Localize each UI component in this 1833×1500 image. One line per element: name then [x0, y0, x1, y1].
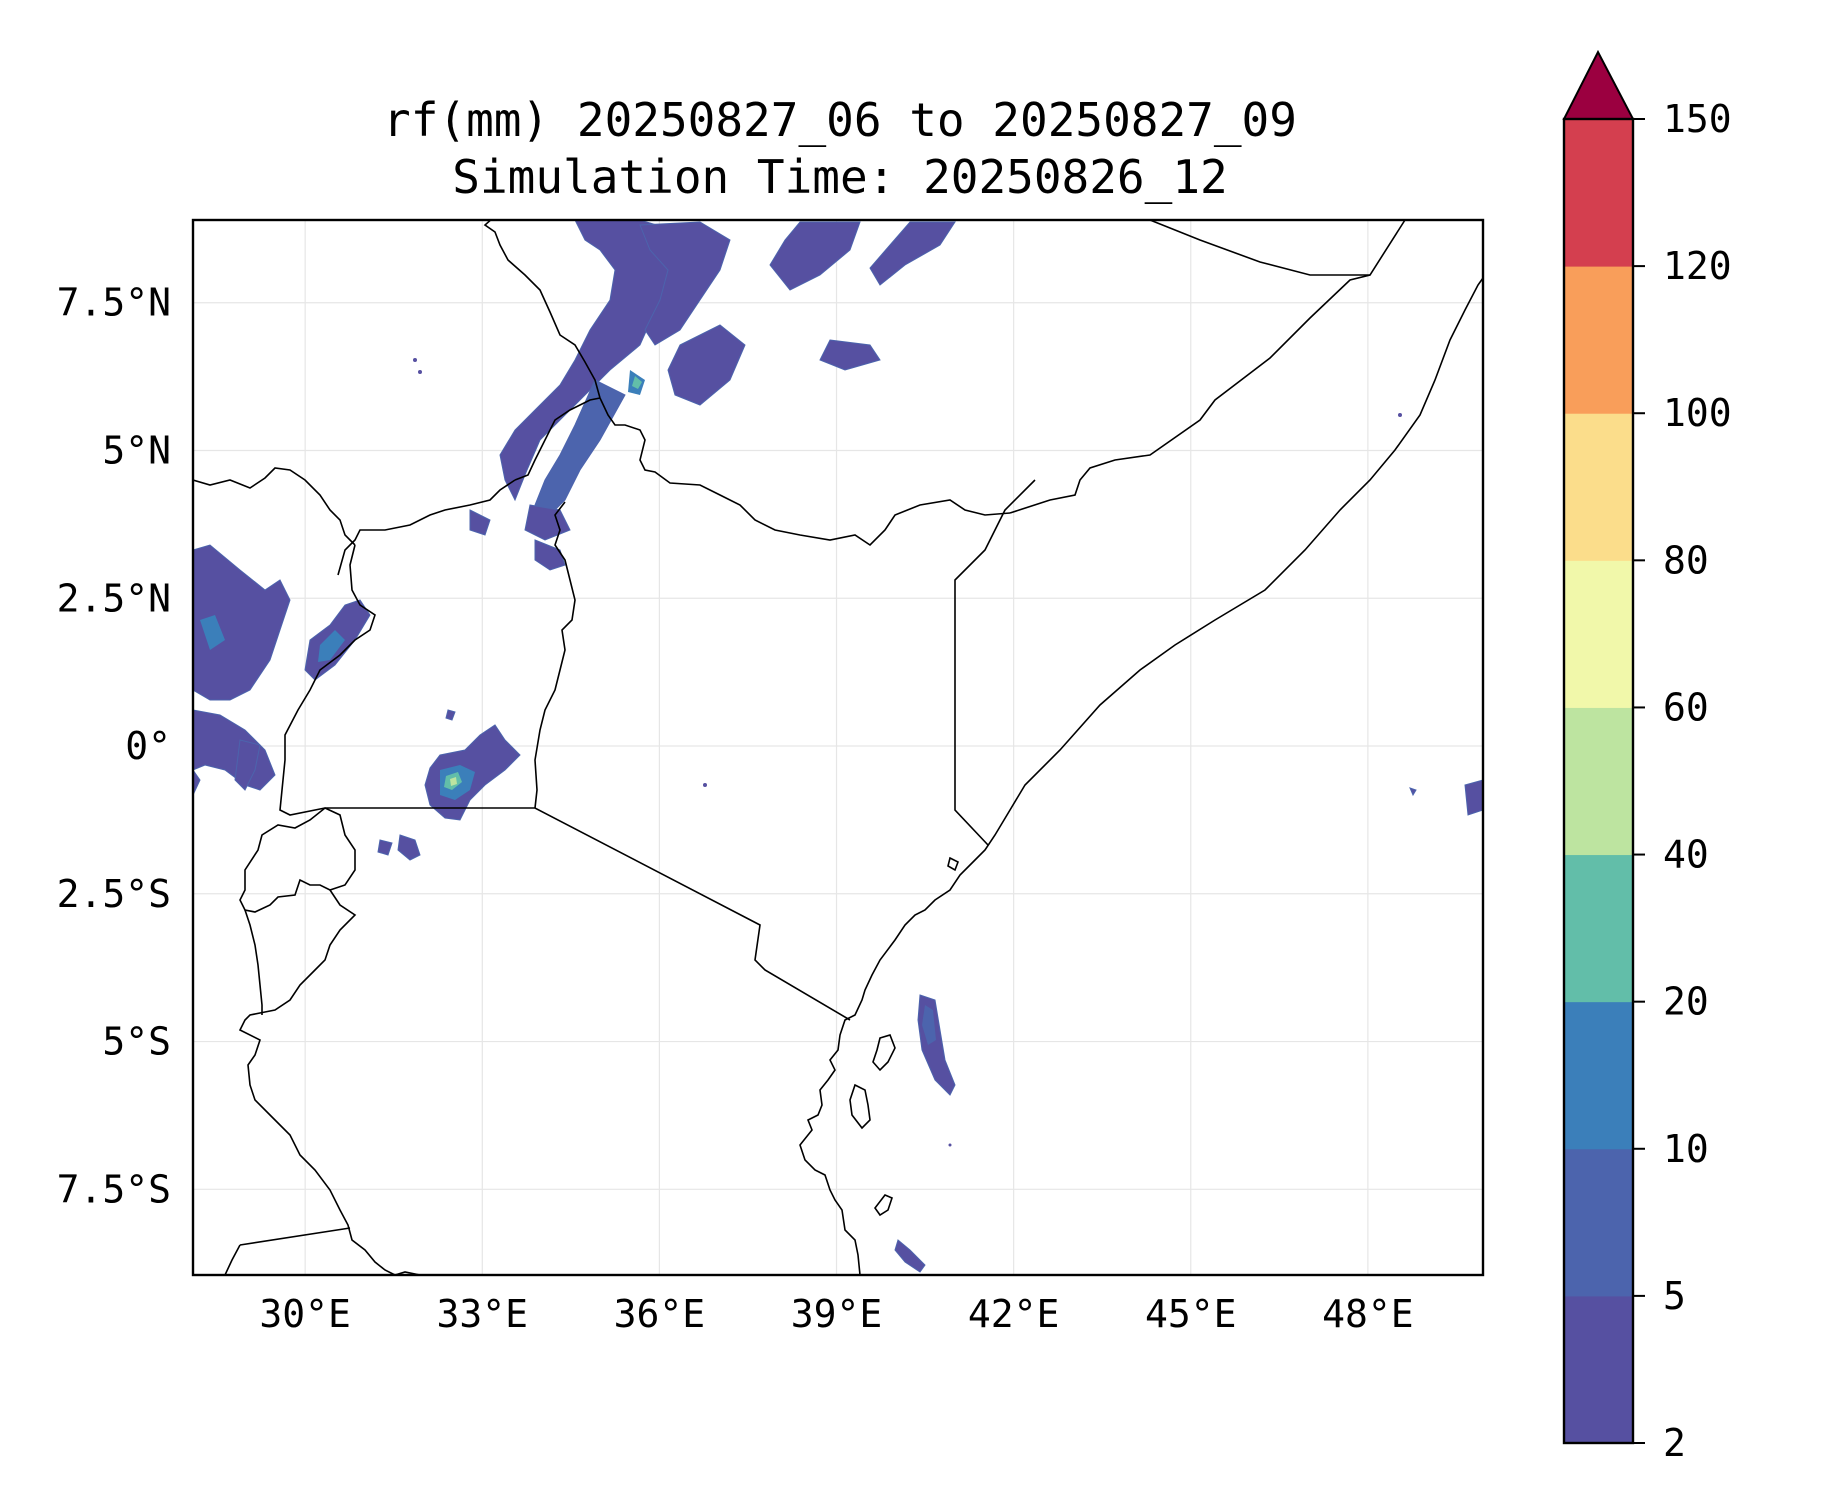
x-tick-label: 36°E	[614, 1292, 706, 1336]
x-tick-label: 48°E	[1322, 1292, 1414, 1336]
colorbar-segment	[1564, 266, 1633, 414]
rain-patch-somalia-east	[1464, 779, 1483, 816]
x-axis-tick-labels: 30°E 33°E 36°E 39°E 42°E 45°E 48°E	[259, 1292, 1413, 1336]
map-title-line-2: Simulation Time: 20250826_12	[452, 150, 1227, 204]
colorbar-tick-label: 120	[1663, 244, 1732, 288]
border-rwanda	[239, 807, 356, 913]
rain-patch-victoria-nw	[445, 709, 456, 721]
rain-patch-ethiopia-east-small	[819, 339, 881, 371]
rain-speckle	[413, 358, 417, 362]
rain-speckle	[703, 783, 707, 787]
rain-patch-lake-victoria-max	[450, 777, 457, 786]
rain-patch-lake-albert-core	[318, 630, 345, 662]
colorbar-segment	[1564, 854, 1633, 1003]
colorbar-tick-label: 80	[1663, 538, 1709, 582]
colorbar-segment	[1564, 1001, 1633, 1150]
y-tick-label: 5°N	[102, 429, 171, 473]
colorbar-ticks: 2 5 10 20 40 60 80 100 120 150	[1633, 97, 1732, 1465]
y-tick-label: 7.5°N	[57, 281, 171, 325]
rain-patch-ethiopia-peak	[632, 376, 642, 389]
border-lake-tanganyika	[244, 909, 263, 1015]
coastline-east-africa	[799, 277, 1483, 1275]
y-tick-label: 0°	[125, 724, 171, 768]
colorbar-tick-label: 2	[1663, 1421, 1686, 1465]
rainfall-field	[193, 220, 1483, 1273]
border-tanzania-north	[325, 807, 851, 1021]
colorbar-segment	[1564, 707, 1633, 856]
x-tick-label: 42°E	[968, 1292, 1060, 1336]
rain-speckles	[413, 358, 1402, 1147]
colorbar-segment	[1564, 560, 1633, 708]
border-ethiopia-kenya	[599, 397, 1011, 547]
rain-patch-mafia	[894, 1239, 926, 1273]
border-kenya-somalia	[954, 479, 1036, 846]
island-pemba	[872, 1034, 896, 1072]
colorbar-extend-arrow	[1562, 49, 1635, 120]
border-tanzania-zambia	[239, 1227, 351, 1246]
border-southwest	[224, 1244, 241, 1275]
border-uganda-north	[337, 479, 516, 576]
rain-patch-ethiopia-central	[667, 324, 746, 406]
rain-patch-somalia-dot	[1409, 787, 1417, 797]
x-tick-label: 30°E	[259, 1292, 351, 1336]
y-tick-label: 2.5°N	[57, 576, 171, 620]
colorbar-tick-label: 5	[1663, 1274, 1686, 1318]
map-background	[193, 220, 1483, 1275]
rain-patch-ethiopia-east	[769, 221, 861, 291]
colorbar-tick-label: 10	[1663, 1127, 1709, 1171]
colorbar-segments	[1564, 119, 1633, 1444]
y-axis-tick-labels: 7.5°N 5°N 2.5°N 0° 2.5°S 5°S 7.5°S	[57, 281, 171, 1212]
colorbar-segment	[1564, 1295, 1633, 1444]
map-gridlines	[193, 220, 1483, 1275]
border-uganda-east-kenya	[534, 501, 576, 809]
rain-patch-uganda-ne	[469, 509, 491, 536]
border-somalia-north	[1149, 220, 1370, 276]
rain-patch-drc-north	[193, 544, 291, 701]
x-tick-label: 45°E	[1145, 1292, 1237, 1336]
map-title-line-1: rf(mm) 20250827_06 to 20250827_09	[383, 93, 1297, 147]
colorbar-segment	[1564, 1148, 1633, 1297]
y-tick-label: 7.5°S	[57, 1167, 171, 1211]
rain-patch-victoria-south	[397, 834, 421, 861]
island-mafia	[874, 1194, 893, 1217]
x-tick-label: 39°E	[791, 1292, 883, 1336]
colorbar-tick-label: 60	[1663, 685, 1709, 729]
colorbar-tick-label: 20	[1663, 980, 1709, 1024]
rain-patch-drc-core	[200, 615, 225, 650]
colorbar-frame	[1562, 117, 1635, 1445]
rain-patch-drc-south	[234, 739, 261, 791]
rain-patch-ethiopia-north	[639, 221, 731, 346]
border-south-sudan-ethiopia	[483, 220, 601, 399]
border-burundi-tanzania	[238, 889, 396, 1275]
colorbar-tick-label: 40	[1663, 833, 1709, 877]
rain-patch-victoria-sw	[377, 839, 393, 856]
border-drc-north	[193, 467, 356, 546]
map-frame	[191, 218, 1485, 1277]
colorbar-tick-label: 150	[1663, 97, 1732, 141]
island-zanzibar	[849, 1083, 871, 1130]
colorbar: 2 5 10 20 40 60 80 100 120 150	[1562, 49, 1732, 1465]
island-lamu	[947, 856, 960, 872]
y-tick-label: 2.5°S	[57, 872, 171, 916]
colorbar-segment	[1564, 119, 1633, 267]
rain-patch-pemba-core	[922, 1005, 936, 1045]
rain-patch-drc-small	[193, 769, 201, 796]
rain-speckle	[1398, 413, 1402, 417]
colorbar-segment	[1564, 413, 1633, 561]
rain-patch-ethiopia-ne	[869, 221, 956, 286]
map-panel: 30°E 33°E 36°E 39°E 42°E 45°E 48°E 7.5°N 5°N 2.5…	[57, 218, 1485, 1336]
rain-speckle	[418, 370, 422, 374]
y-tick-label: 5°S	[102, 1020, 171, 1064]
border-south-sudan-kenya-uganda	[514, 397, 601, 481]
rain-speckle	[948, 1143, 952, 1147]
border-ethiopia-somalia	[1009, 220, 1406, 514]
country-borders	[193, 220, 1483, 1275]
x-tick-label: 33°E	[437, 1292, 529, 1336]
border-uganda-west	[279, 544, 376, 816]
colorbar-tick-label: 100	[1663, 391, 1732, 435]
rain-patch-uganda-n	[534, 539, 566, 571]
